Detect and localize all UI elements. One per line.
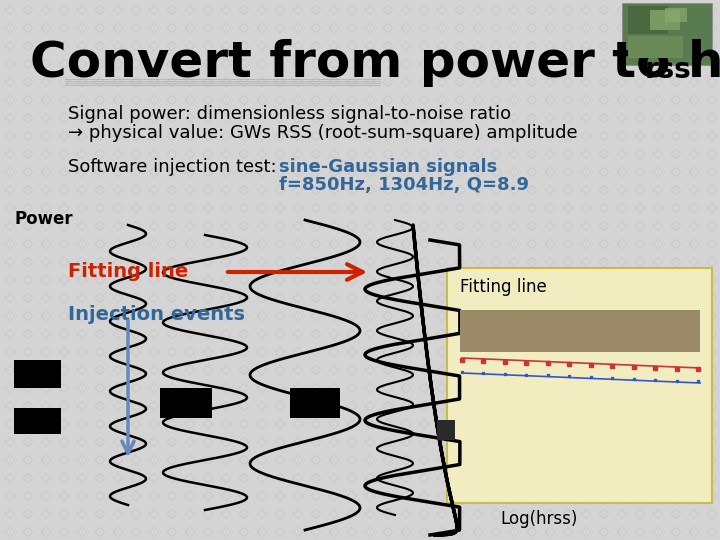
Text: Software injection test:: Software injection test:	[68, 158, 288, 176]
Bar	[160, 388, 212, 418]
Bar	[628, 36, 683, 58]
Text: sine-Gaussian signals: sine-Gaussian signals	[279, 158, 498, 176]
Text: Log(hrss): Log(hrss)	[500, 510, 577, 528]
Text: Power: Power	[14, 210, 73, 228]
Text: Convert from power to h: Convert from power to h	[30, 39, 720, 87]
Bar	[628, 6, 668, 34]
Bar	[290, 388, 340, 418]
Bar	[14, 408, 61, 434]
Bar	[447, 268, 712, 503]
Bar	[665, 8, 687, 22]
Bar	[650, 10, 680, 30]
Text: f=850Hz, 1304Hz, Q=8.9: f=850Hz, 1304Hz, Q=8.9	[279, 176, 529, 194]
Text: Signal power: dimensionless signal-to-noise ratio: Signal power: dimensionless signal-to-no…	[68, 105, 511, 123]
Text: Fitting line: Fitting line	[68, 262, 188, 281]
Text: Fitting line: Fitting line	[460, 278, 546, 296]
Text: rss: rss	[645, 56, 692, 84]
Text: → physical value: GWs RSS (root-sum-square) amplitude: → physical value: GWs RSS (root-sum-squa…	[68, 124, 577, 142]
Bar	[460, 310, 700, 352]
Bar	[460, 310, 700, 352]
Bar	[437, 420, 455, 440]
Text: Injection events: Injection events	[68, 305, 245, 324]
Bar	[14, 360, 61, 388]
Bar	[622, 3, 712, 65]
